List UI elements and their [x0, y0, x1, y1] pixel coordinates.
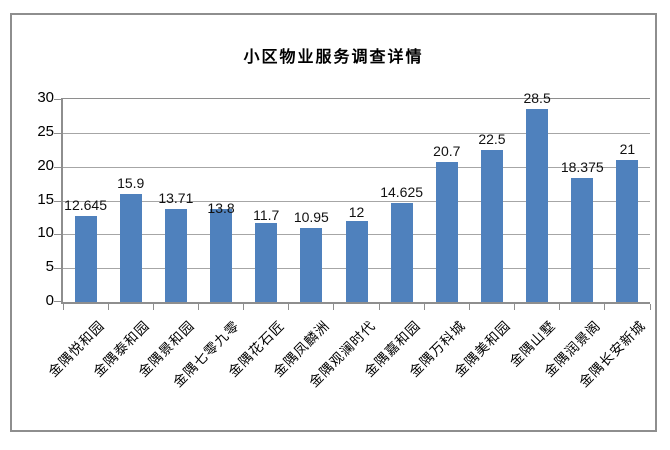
bar [255, 222, 278, 302]
bar [480, 149, 503, 302]
bar-value-label: 14.625 [380, 184, 424, 201]
y-axis-tick-label: 10 [37, 224, 54, 242]
bar-value-label: 18.375 [560, 158, 604, 175]
y-axis-tick [54, 99, 63, 100]
bar-value-label: 12 [348, 203, 365, 220]
bar [164, 209, 187, 302]
y-axis-labels: 30 25 20 15 10 5 0 [12, 89, 54, 309]
bar-value-label: 10.95 [293, 208, 329, 225]
bar-value-label: 13.71 [158, 190, 194, 207]
bar [526, 109, 549, 302]
x-axis-tick [152, 304, 154, 310]
x-axis-tick [559, 304, 561, 310]
bar-value-label: 28.5 [523, 90, 551, 107]
y-axis-tick [54, 268, 63, 270]
bar [435, 161, 458, 302]
x-axis-tick [423, 304, 425, 310]
x-axis-labels: 金隅悦和园 金隅泰和园 金隅景和园 金隅七零九零 金隅花石匠 金隅凤麟洲 金隅观澜时代 金隅嘉… [12, 303, 655, 431]
x-axis-tick [107, 304, 109, 310]
chart-title: 小区物业服务调查详情 [243, 49, 424, 66]
bar [390, 203, 413, 302]
y-axis-tick-label: 5 [45, 258, 54, 276]
x-axis-tick [243, 304, 245, 310]
x-axis-tick [197, 304, 199, 310]
x-axis-tick [62, 304, 64, 310]
bar [74, 216, 97, 302]
y-axis-tick [54, 132, 63, 134]
bar [345, 220, 368, 302]
gridline [63, 132, 650, 134]
bar [210, 208, 233, 302]
y-axis-tick [54, 234, 63, 236]
bar [119, 194, 142, 302]
y-axis-tick [54, 166, 63, 168]
bar-value-label: 12.645 [64, 197, 107, 214]
x-axis-tick [333, 304, 335, 310]
bar-value-label: 22.5 [478, 130, 506, 147]
bar-value-label: 11.7 [253, 206, 280, 223]
x-axis-tick [288, 304, 290, 310]
y-axis-tick-label: 15 [37, 190, 54, 208]
bar-value-label: 21 [619, 140, 636, 157]
chart-frame: 小区物业服务调查详情 30 25 20 15 10 5 0 12.645 15.9 13.71 1… [10, 13, 657, 432]
gridline [63, 200, 650, 202]
bar [300, 227, 323, 302]
y-axis-tick [54, 301, 63, 302]
bar-value-label: 20.7 [433, 142, 461, 159]
y-axis-tick-label: 30 [37, 89, 54, 106]
plot-area: 12.645 15.9 13.71 13.8 11.7 10.95 12 14.625 20.7… [54, 90, 651, 310]
x-axis-tick [468, 304, 470, 310]
gridline [63, 166, 650, 168]
bar [616, 159, 639, 302]
y-axis-tick [54, 200, 63, 202]
bar-value-label: 15.9 [117, 175, 145, 192]
bar-value-label: 13.8 [207, 199, 235, 216]
y-axis-tick-label: 20 [37, 156, 54, 174]
x-axis-tick [604, 304, 606, 310]
x-axis-tick [649, 304, 651, 310]
y-axis-tick-label: 25 [37, 122, 54, 140]
y-axis-tick-label: 0 [45, 292, 54, 309]
x-axis-tick [514, 304, 516, 310]
bar [571, 177, 594, 302]
x-axis-tick [378, 304, 380, 310]
